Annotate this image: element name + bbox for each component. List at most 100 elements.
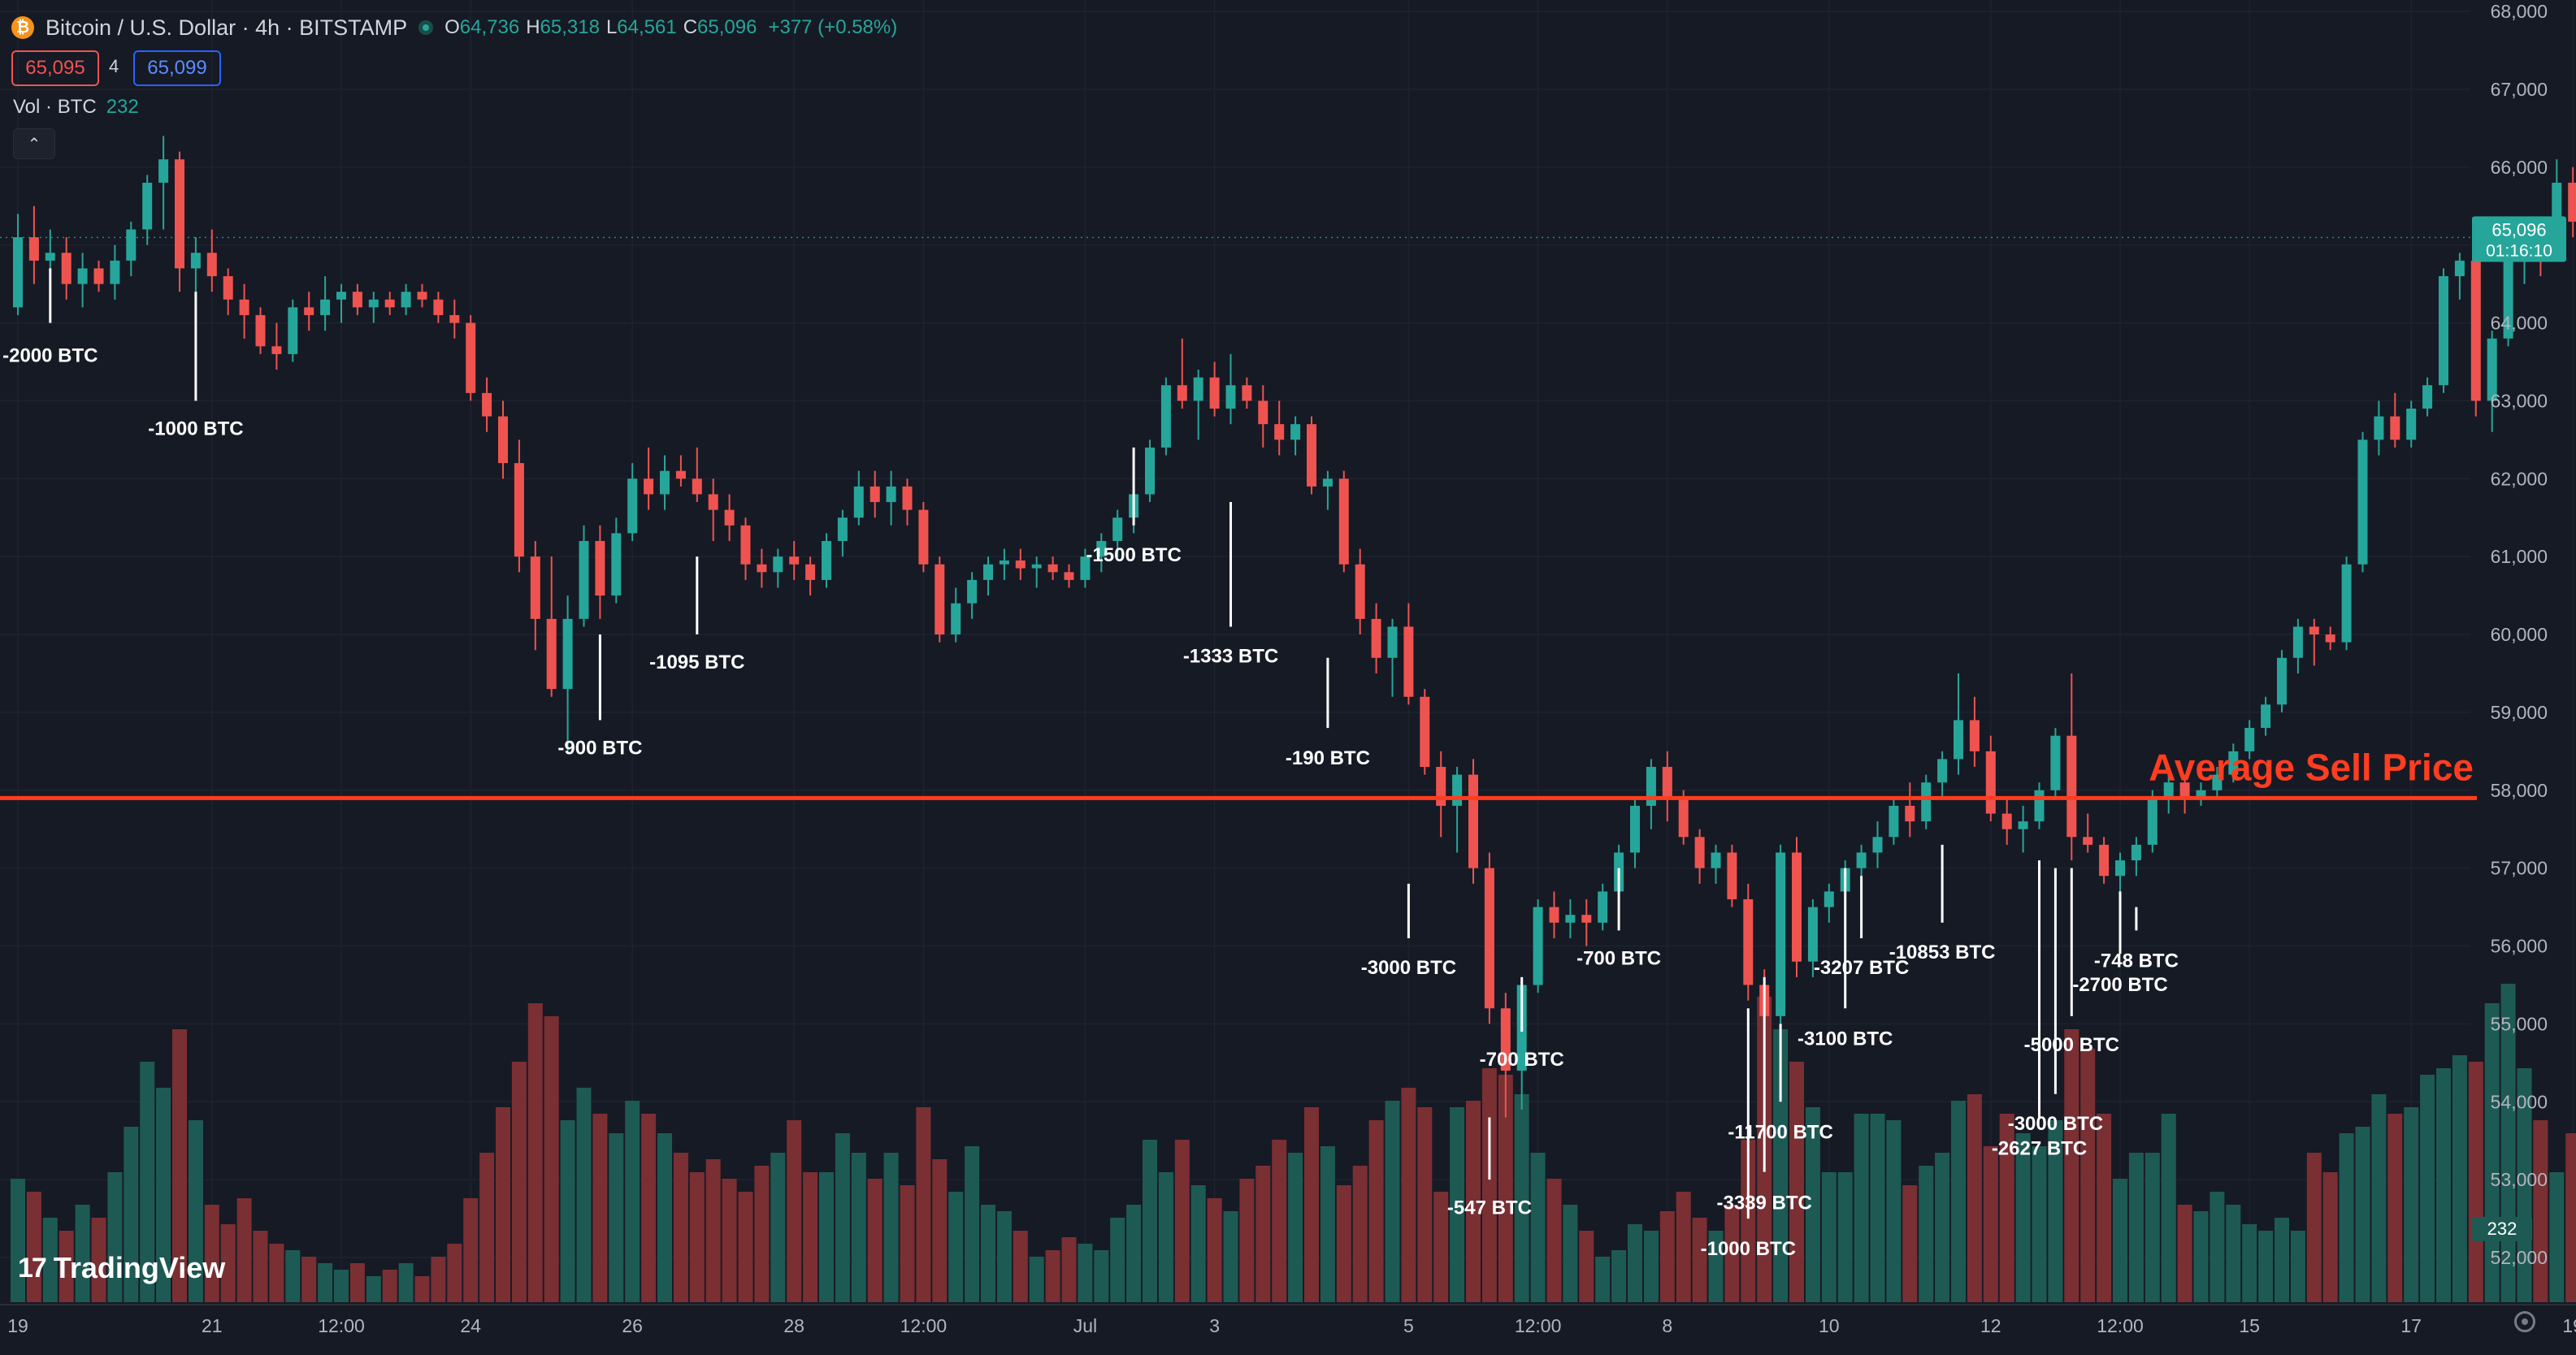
candle-body bbox=[2487, 338, 2497, 401]
volume-bar bbox=[527, 1003, 543, 1302]
volume-bar bbox=[1045, 1250, 1060, 1302]
volume-bar bbox=[673, 1153, 688, 1302]
volume-bar bbox=[576, 1088, 592, 1302]
candle-body bbox=[2292, 626, 2303, 658]
volume-bar bbox=[2177, 1205, 2192, 1302]
candle-body bbox=[1047, 564, 1058, 573]
volume-bar bbox=[1143, 1140, 1157, 1302]
volume-bar bbox=[1902, 1185, 1918, 1302]
market-status-icon[interactable] bbox=[418, 20, 434, 35]
candle-body bbox=[1807, 907, 1818, 962]
y-tick-label: 56,000 bbox=[2491, 936, 2548, 957]
ohlc-values: O64,736 H65,318 L64,561 C65,096 bbox=[445, 16, 757, 39]
time-axis[interactable]: 19 21 12:00 24 26 28 12:00 Jul 3 5 12:00 8 10 12 12:00… bbox=[0, 1304, 2576, 1336]
candle-body bbox=[886, 486, 896, 503]
candle-body bbox=[223, 275, 233, 300]
candle-body bbox=[1064, 572, 1074, 580]
open-key: O bbox=[445, 16, 460, 38]
sell-price-button[interactable]: 65,095 bbox=[11, 50, 99, 86]
candle-body bbox=[1371, 618, 1381, 658]
candle-body bbox=[417, 292, 427, 300]
volume-bar bbox=[1951, 1101, 1966, 1302]
volume-bar bbox=[1741, 1140, 1756, 1302]
y-tick-label: 67,000 bbox=[2491, 79, 2548, 100]
candle-body bbox=[1872, 837, 1883, 853]
annotation-label: -3000 BTC bbox=[1361, 957, 1456, 979]
x-tick-label: 8 bbox=[1662, 1315, 1672, 1336]
volume-bar bbox=[1983, 1146, 1998, 1302]
gear-icon[interactable] bbox=[2514, 1311, 2535, 1332]
volume-bar bbox=[1676, 1192, 1691, 1302]
volume-bar bbox=[996, 1211, 1012, 1302]
candle-body bbox=[692, 478, 702, 495]
volume-legend[interactable]: Vol · BTC 232 bbox=[13, 96, 139, 119]
annotation-label: -5000 BTC bbox=[2024, 1034, 2119, 1056]
volume-bar bbox=[867, 1179, 883, 1302]
volume-bar bbox=[1272, 1140, 1287, 1302]
candle-body bbox=[2261, 704, 2271, 729]
volume-bar bbox=[2210, 1192, 2225, 1302]
candle-body bbox=[1322, 478, 1333, 487]
volume-bar bbox=[1320, 1146, 1335, 1302]
volume-bar bbox=[1692, 1218, 1707, 1302]
volume-bar bbox=[42, 1218, 58, 1302]
candle-body bbox=[579, 540, 589, 619]
candle-body bbox=[1985, 751, 1996, 814]
candle-body bbox=[2309, 626, 2319, 635]
annotation-label: -1333 BTC bbox=[1183, 646, 1278, 668]
candle-body bbox=[546, 618, 557, 690]
candle-body bbox=[93, 268, 104, 284]
candle-body bbox=[1225, 385, 1236, 409]
volume-bar bbox=[657, 1133, 672, 1302]
candle-body bbox=[190, 253, 201, 269]
candle-body bbox=[1776, 852, 1786, 1016]
candle-body bbox=[1484, 868, 1494, 1009]
annotation-label: -10853 BTC bbox=[1889, 942, 1996, 963]
volume-bar bbox=[1643, 1231, 1659, 1302]
buy-price-button[interactable]: 65,099 bbox=[133, 50, 221, 86]
volume-bar bbox=[382, 1270, 397, 1302]
volume-bar bbox=[2339, 1133, 2354, 1302]
collapse-legend-button[interactable]: ⌃ bbox=[13, 128, 55, 159]
volume-bar bbox=[1967, 1094, 1982, 1302]
symbol-title[interactable]: Bitcoin / U.S. Dollar · 4h · BITSTAMP bbox=[46, 15, 408, 40]
candle-body bbox=[1533, 907, 1543, 985]
volume-bar bbox=[1514, 1094, 1529, 1302]
volume-bar bbox=[2080, 1049, 2096, 1302]
volume-bar bbox=[2306, 1153, 2322, 1302]
volume-bar bbox=[2113, 1179, 2127, 1302]
volume-bar bbox=[349, 1263, 365, 1302]
x-tick-label: 17 bbox=[2400, 1315, 2422, 1336]
candle-body bbox=[627, 478, 638, 534]
volume-bar bbox=[1174, 1140, 1190, 1302]
volume-bar bbox=[641, 1114, 657, 1302]
bitcoin-icon: ₿ bbox=[11, 16, 34, 39]
volume-bar bbox=[1546, 1179, 1562, 1302]
price-axis[interactable]: 68,00067,00066,00065,00064,00063,00062,0… bbox=[2491, 1, 2548, 1268]
candle-body bbox=[255, 314, 266, 347]
candle-body bbox=[2083, 837, 2093, 845]
volume-bar bbox=[1078, 1244, 1093, 1302]
annotation-label: -11700 BTC bbox=[1728, 1121, 1832, 1143]
volume-bar bbox=[2242, 1224, 2257, 1302]
candle-body bbox=[853, 486, 864, 518]
candle-body bbox=[1905, 805, 1915, 822]
volume-bar bbox=[754, 1166, 770, 1302]
candle-body bbox=[1969, 720, 1980, 751]
volume-bar bbox=[705, 1159, 721, 1302]
volume-bar bbox=[1659, 1211, 1675, 1302]
annotation-label: -900 BTC bbox=[557, 738, 642, 760]
volume-bar bbox=[2549, 1172, 2565, 1302]
volume-bar bbox=[1013, 1231, 1028, 1302]
volume-bar bbox=[1563, 1205, 1578, 1302]
volume-bar bbox=[172, 1029, 187, 1302]
candle-body bbox=[2147, 798, 2158, 845]
tradingview-logo[interactable]: 17 TradingView bbox=[18, 1251, 225, 1285]
y-tick-label: 52,000 bbox=[2491, 1247, 2548, 1268]
candle-body bbox=[2099, 844, 2110, 877]
candle-body bbox=[1274, 424, 1285, 440]
volume-bar bbox=[2322, 1172, 2338, 1302]
volume-bar bbox=[253, 1231, 268, 1302]
